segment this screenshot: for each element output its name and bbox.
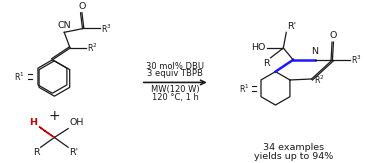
Text: MW(120 W): MW(120 W) — [151, 85, 200, 94]
Text: 120 °C, 1 h: 120 °C, 1 h — [152, 93, 199, 102]
Text: CN: CN — [57, 21, 71, 30]
Text: $\mathsf{R^2}$: $\mathsf{R^2}$ — [87, 42, 98, 54]
Text: $\mathsf{R^1}$: $\mathsf{R^1}$ — [239, 82, 249, 95]
Text: R: R — [263, 59, 270, 68]
Text: O: O — [330, 31, 337, 40]
Text: 3 equiv TBPB: 3 equiv TBPB — [147, 69, 203, 79]
Text: N: N — [311, 47, 318, 56]
Text: R: R — [33, 148, 40, 157]
Text: R': R' — [69, 148, 78, 157]
Text: yields up to 94%: yields up to 94% — [254, 152, 333, 161]
Text: $\mathsf{R^2}$: $\mathsf{R^2}$ — [314, 74, 325, 86]
Text: H: H — [29, 118, 37, 127]
Text: R': R' — [287, 22, 296, 31]
Text: $\mathsf{R^3}$: $\mathsf{R^3}$ — [101, 22, 112, 35]
Text: HO: HO — [251, 43, 266, 52]
Polygon shape — [39, 127, 54, 137]
Text: $\mathsf{R^3}$: $\mathsf{R^3}$ — [351, 54, 362, 66]
Text: 34 examples: 34 examples — [263, 143, 324, 152]
Text: +: + — [49, 109, 60, 123]
Text: O: O — [78, 2, 85, 11]
Text: $\mathsf{R^1}$: $\mathsf{R^1}$ — [14, 70, 25, 83]
Text: OH: OH — [69, 118, 84, 127]
Text: 30 mol% DBU: 30 mol% DBU — [146, 62, 204, 71]
